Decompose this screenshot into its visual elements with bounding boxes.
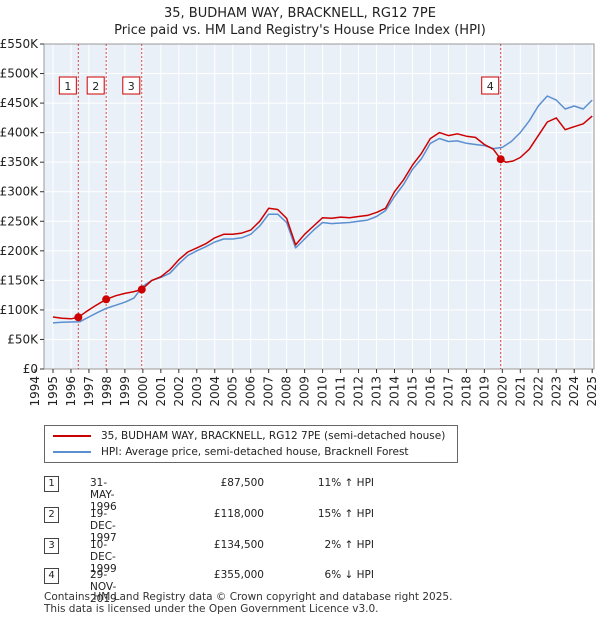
transaction-price: £118,000 bbox=[213, 508, 264, 520]
x-tick-label: 1999 bbox=[118, 376, 132, 407]
x-tick-label: 2005 bbox=[226, 376, 240, 407]
transaction-number: 1 bbox=[44, 476, 59, 492]
x-tick-label: 2004 bbox=[208, 376, 222, 407]
x-tick-label: 2009 bbox=[298, 376, 312, 407]
y-tick-label: £250K bbox=[0, 214, 39, 228]
legend-property-label: 35, BUDHAM WAY, BRACKNELL, RG12 7PE (sem… bbox=[101, 430, 446, 442]
x-tick-label: 2013 bbox=[370, 376, 384, 407]
transaction-date: 19-DEC-1997 bbox=[90, 508, 117, 544]
x-tick-label: 1998 bbox=[100, 376, 114, 407]
grid bbox=[43, 43, 595, 370]
x-tick-label: 2020 bbox=[495, 376, 509, 407]
sale-marker-box bbox=[481, 76, 500, 95]
sale-marker-label: 3 bbox=[128, 80, 135, 93]
sale-marker-label: 1 bbox=[64, 80, 71, 93]
transaction-date: 10-DEC-1999 bbox=[90, 539, 117, 575]
transaction-hpi: 6% ↓ HPI bbox=[324, 569, 374, 581]
x-tick-label: 2019 bbox=[477, 376, 491, 407]
x-tick-label: 2003 bbox=[190, 376, 204, 407]
legend-hpi-label: HPI: Average price, semi-detached house,… bbox=[101, 446, 409, 458]
sale-marker-label: 2 bbox=[92, 80, 99, 93]
x-tick-label: 1996 bbox=[64, 376, 78, 407]
x-tick-label: 2025 bbox=[585, 376, 599, 407]
transaction-hpi: 11% ↑ HPI bbox=[317, 477, 374, 489]
footer-copyright: Contains HM Land Registry data © Crown c… bbox=[44, 591, 453, 603]
sale-marker-box bbox=[122, 76, 141, 95]
y-tick-label: £150K bbox=[0, 273, 39, 287]
footer-licence: This data is licensed under the Open Gov… bbox=[44, 603, 379, 615]
x-tick-label: 2014 bbox=[387, 376, 401, 407]
y-tick-label: £350K bbox=[0, 155, 39, 169]
y-tick-label: £200K bbox=[0, 244, 39, 258]
x-tick-label: 2015 bbox=[405, 376, 419, 407]
x-tick-label: 2011 bbox=[334, 376, 348, 407]
y-tick-label: £500K bbox=[0, 67, 39, 81]
y-tick-label: £450K bbox=[0, 96, 39, 110]
transaction-number: 4 bbox=[44, 568, 59, 584]
sale-point bbox=[74, 313, 83, 322]
x-tick-label: 1995 bbox=[46, 376, 60, 407]
x-tick-label: 2007 bbox=[262, 376, 276, 407]
y-axis: £0 £50K £100K £150K £200K £250K £300K £350K £400… bbox=[0, 37, 44, 376]
chart-subtitle: Price paid vs. HM Land Registry's House … bbox=[114, 23, 486, 38]
sale-point bbox=[137, 285, 146, 294]
y-tick-label: £400K bbox=[0, 126, 39, 140]
transaction-date: 31-MAY-1996 bbox=[90, 477, 117, 513]
sale-marker-labels: 1 2 3 4 bbox=[58, 76, 500, 95]
x-tick-label: 2010 bbox=[316, 376, 330, 407]
x-tick-label: 2002 bbox=[172, 376, 186, 407]
price-chart: £0 £50K £100K £150K £200K £250K £300K £350K £400… bbox=[0, 37, 599, 407]
transaction-hpi: 15% ↑ HPI bbox=[317, 508, 374, 520]
sale-marker-box bbox=[86, 76, 105, 95]
sale-point bbox=[102, 295, 111, 304]
x-tick-label: 2023 bbox=[549, 376, 563, 407]
y-tick-label: £550K bbox=[0, 37, 39, 51]
hpi-swatch bbox=[53, 451, 91, 453]
x-tick-label: 2022 bbox=[531, 376, 545, 407]
y-tick-label: £300K bbox=[0, 185, 39, 199]
transaction-price: £134,500 bbox=[213, 539, 264, 551]
y-tick-label: £0 bbox=[23, 362, 38, 376]
x-tick-label: 2001 bbox=[154, 376, 168, 407]
x-tick-label: 2016 bbox=[423, 376, 437, 407]
x-tick-label: 2024 bbox=[567, 376, 581, 407]
sale-marker-label: 4 bbox=[487, 80, 494, 93]
transaction-number: 3 bbox=[44, 538, 59, 554]
legend-item-hpi: HPI: Average price, semi-detached house,… bbox=[53, 444, 409, 460]
x-tick-label: 2006 bbox=[244, 376, 258, 407]
sale-point bbox=[496, 155, 505, 164]
x-tick-label: 2008 bbox=[280, 376, 294, 407]
transaction-price: £355,000 bbox=[213, 569, 264, 581]
x-tick-label: 2021 bbox=[513, 376, 527, 407]
x-tick-label: 1997 bbox=[82, 376, 96, 407]
x-tick-label: 2017 bbox=[441, 376, 455, 407]
transaction-hpi: 2% ↑ HPI bbox=[324, 539, 374, 551]
sale-points bbox=[74, 155, 505, 322]
x-tick-label: 2018 bbox=[459, 376, 473, 407]
transaction-number: 2 bbox=[44, 507, 59, 523]
x-tick-label: 2012 bbox=[352, 376, 366, 407]
x-axis: 1994 1995 1996 1997 1998 1999 2000 2001 2002 2003… bbox=[28, 369, 599, 407]
chart-title: 35, BUDHAM WAY, BRACKNELL, RG12 7PE bbox=[164, 6, 436, 21]
y-tick-label: £50K bbox=[7, 332, 39, 346]
x-tick-label: 2000 bbox=[136, 376, 150, 407]
transaction-date: 29-NOV-2019 bbox=[90, 569, 117, 605]
plot-border bbox=[43, 43, 595, 370]
legend: 35, BUDHAM WAY, BRACKNELL, RG12 7PE (sem… bbox=[44, 425, 458, 463]
x-tick-label: 1994 bbox=[28, 376, 42, 407]
property-swatch bbox=[53, 435, 91, 437]
sale-marker-box bbox=[58, 76, 77, 95]
y-tick-label: £100K bbox=[0, 303, 39, 317]
transaction-price: £87,500 bbox=[220, 477, 264, 489]
legend-item-property: 35, BUDHAM WAY, BRACKNELL, RG12 7PE (sem… bbox=[53, 428, 445, 444]
